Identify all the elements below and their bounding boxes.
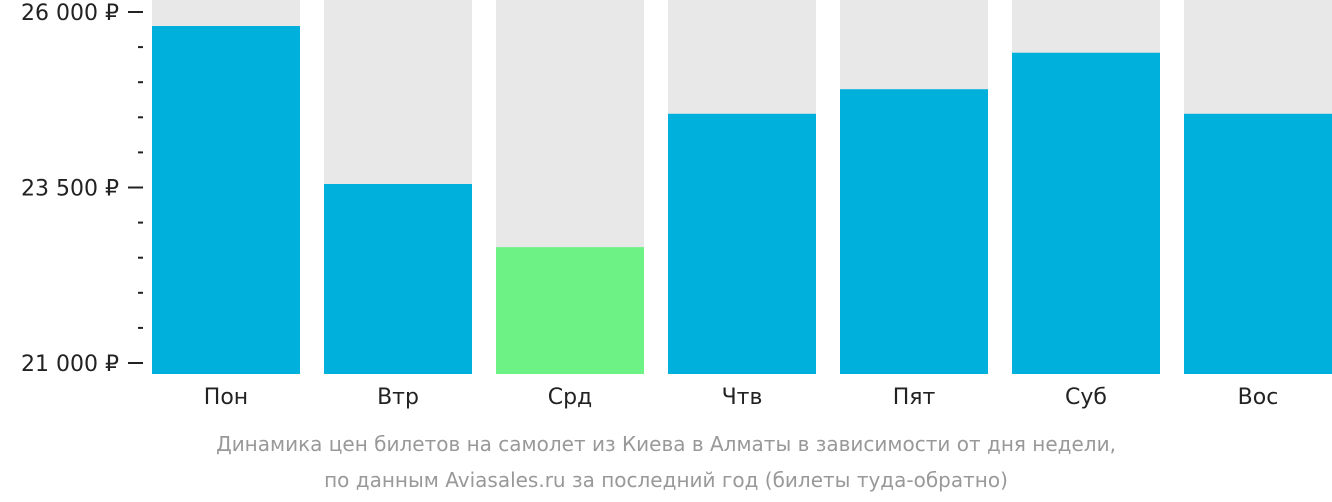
caption-line-1: Динамика цен билетов на самолет из Киева…: [216, 432, 1116, 456]
bar-5[interactable]: [1012, 52, 1160, 374]
x-tick-label: Пят: [893, 385, 936, 410]
caption-line-2: по данным Aviasales.ru за последний год …: [324, 468, 1008, 492]
x-tick-label: Вос: [1238, 385, 1279, 410]
bar-2[interactable]: [496, 247, 644, 374]
y-tick-label: 23 500 ₽: [21, 177, 119, 202]
x-tick-label: Срд: [548, 385, 593, 410]
bar-6[interactable]: [1184, 113, 1332, 374]
y-tick-label: 26 000 ₽: [21, 1, 119, 26]
x-tick-label: Суб: [1065, 385, 1107, 410]
bar-4[interactable]: [840, 89, 988, 374]
chart-caption: Динамика цен билетов на самолет из Киева…: [0, 426, 1332, 498]
bar-0[interactable]: [152, 26, 300, 374]
bar-1[interactable]: [324, 183, 472, 374]
x-tick-label: Чтв: [722, 385, 763, 410]
bar-3[interactable]: [668, 113, 816, 374]
y-tick-label: 21 000 ₽: [21, 352, 119, 377]
bar-chart: Пон Втр Срд Чтв Пят Суб Вос 26 000 ₽ 23 500 ₽ 21 …: [21, 0, 1332, 410]
x-tick-label: Пон: [204, 385, 248, 410]
x-tick-label: Втр: [377, 385, 419, 410]
